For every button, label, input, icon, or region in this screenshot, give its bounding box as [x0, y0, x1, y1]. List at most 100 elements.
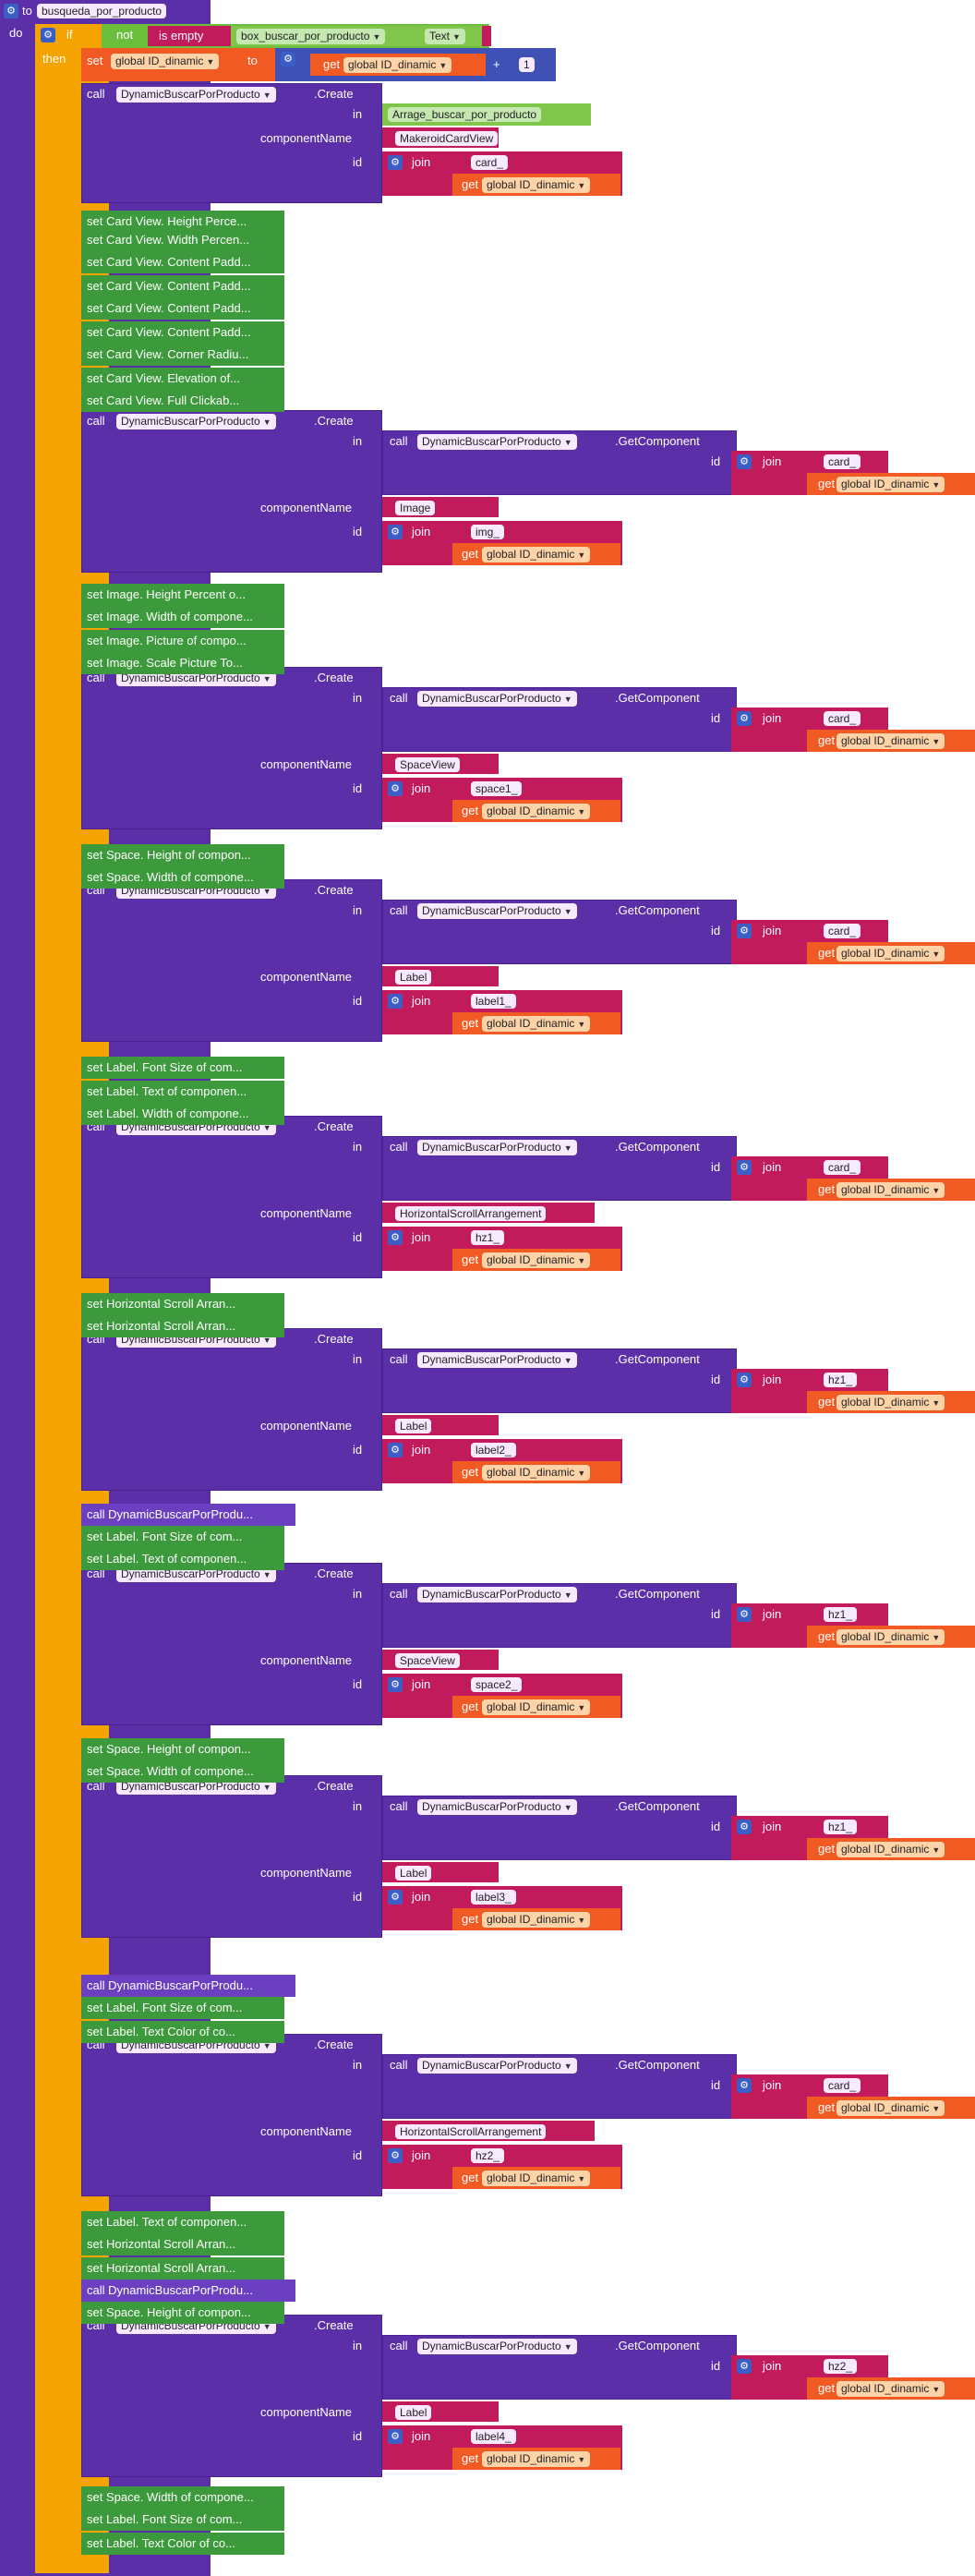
text-field[interactable]: card_ [824, 924, 861, 938]
text-field[interactable]: label2_ [471, 1443, 516, 1457]
component-name-field[interactable]: MakeroidCardView [395, 131, 499, 146]
component-dropdown[interactable]: DynamicBuscarPorProducto ▼ [417, 434, 577, 450]
text-field[interactable]: space2_ [471, 1677, 523, 1692]
get-var-dropdown[interactable]: global ID_dinamic ▼ [482, 177, 591, 193]
gear-icon[interactable]: ⚙ [41, 28, 55, 42]
component-name-field[interactable]: Label [395, 2405, 432, 2420]
gear-icon[interactable]: ⚙ [388, 2429, 403, 2444]
setter-block[interactable]: set Card View. Content Padd... [81, 275, 284, 297]
gear-icon[interactable]: ⚙ [737, 924, 752, 938]
gear-icon[interactable]: ⚙ [388, 1443, 403, 1457]
get-var-dropdown[interactable]: global ID_dinamic ▼ [482, 2171, 591, 2186]
component-dropdown[interactable]: DynamicBuscarPorProducto ▼ [417, 1799, 577, 1815]
component-name-field[interactable]: SpaceView [395, 1653, 460, 1668]
component-dropdown[interactable]: DynamicBuscarPorProducto ▼ [116, 671, 276, 686]
create-call-block[interactable] [81, 667, 382, 829]
setter-block[interactable]: set Space. Height of compon... [81, 2302, 284, 2324]
setter-block[interactable]: set Card View. Width Percen... [81, 229, 284, 251]
component-dropdown[interactable]: DynamicBuscarPorProducto ▼ [417, 1587, 577, 1602]
get-var-dropdown[interactable]: global ID_dinamic ▼ [837, 946, 945, 961]
setter-block[interactable]: set Horizontal Scroll Arran... [81, 1315, 284, 1337]
setter-block[interactable]: set Label. Text of componen... [81, 1548, 284, 1570]
create-call-block[interactable] [81, 2315, 382, 2477]
setter-block[interactable]: set Label. Font Size of com... [81, 1526, 284, 1548]
get-var-dropdown[interactable]: global ID_dinamic ▼ [482, 1912, 591, 1928]
setter-block[interactable]: set Label. Text Color of co... [81, 2533, 284, 2555]
gear-icon[interactable]: ⚙ [388, 155, 403, 170]
gear-icon[interactable]: ⚙ [737, 1607, 752, 1622]
setter-block[interactable]: set Space. Height of compon... [81, 1738, 284, 1760]
setter-block[interactable]: set Label. Font Size of com... [81, 1997, 284, 2019]
create-call-block[interactable] [81, 879, 382, 1042]
gear-icon[interactable]: ⚙ [388, 1890, 403, 1905]
text-field[interactable]: card_ [471, 155, 509, 170]
get-var-dropdown[interactable]: global ID_dinamic ▼ [482, 1252, 591, 1268]
component-name-field[interactable]: Label [395, 1866, 432, 1881]
text-field[interactable]: hz1_ [824, 1607, 858, 1622]
component-dropdown[interactable]: box_buscar_por_producto ▼ [236, 29, 386, 44]
component-dropdown[interactable]: DynamicBuscarPorProducto ▼ [417, 1140, 577, 1155]
get-var-dropdown[interactable]: global ID_dinamic ▼ [482, 547, 591, 562]
component-name-field[interactable]: Image [395, 501, 436, 515]
gear-icon[interactable]: ⚙ [281, 52, 295, 67]
get-var-dropdown[interactable]: global ID_dinamic ▼ [837, 733, 945, 749]
gear-icon[interactable]: ⚙ [4, 4, 18, 18]
component-dropdown[interactable]: DynamicBuscarPorProducto ▼ [417, 1352, 577, 1368]
component-dropdown[interactable]: DynamicBuscarPorProducto ▼ [116, 414, 276, 429]
gear-icon[interactable]: ⚙ [388, 1230, 403, 1245]
create-call-block[interactable] [81, 1775, 382, 1938]
setter-block[interactable]: set Label. Text Color of co... [81, 2021, 284, 2043]
text-field[interactable]: hz1_ [824, 1373, 858, 1387]
create-call-block[interactable] [81, 1328, 382, 1491]
setter-block[interactable]: set Image. Width of compone... [81, 606, 284, 628]
setter-block[interactable]: set Card View. Content Padd... [81, 297, 284, 320]
text-field[interactable]: hz2_ [824, 2359, 858, 2374]
get-var-dropdown[interactable]: global ID_dinamic ▼ [837, 1629, 945, 1645]
get-var-dropdown[interactable]: global ID_dinamic ▼ [837, 2100, 945, 2116]
gear-icon[interactable]: ⚙ [737, 711, 752, 726]
global-var-dropdown[interactable]: global ID_dinamic ▼ [111, 54, 220, 69]
gear-icon[interactable]: ⚙ [737, 2359, 752, 2374]
get-var-dropdown[interactable]: global ID_dinamic ▼ [837, 1395, 945, 1410]
setter-block[interactable]: set Card View. Content Padd... [81, 321, 284, 344]
text-field[interactable]: label3_ [471, 1890, 516, 1905]
setter-block[interactable]: set Horizontal Scroll Arran... [81, 1293, 284, 1315]
component-dropdown[interactable]: DynamicBuscarPorProducto ▼ [417, 691, 577, 707]
create-call-block[interactable] [81, 2034, 382, 2196]
text-field[interactable]: hz1_ [471, 1230, 505, 1245]
component-dropdown[interactable]: DynamicBuscarPorProducto ▼ [116, 1566, 276, 1582]
setter-block[interactable]: set Label. Width of compone... [81, 1103, 284, 1125]
setter-block[interactable]: set Horizontal Scroll Arran... [81, 2233, 284, 2256]
gear-icon[interactable]: ⚙ [388, 781, 403, 796]
get-var-dropdown[interactable]: global ID_dinamic ▼ [482, 1699, 591, 1715]
component-dropdown[interactable]: DynamicBuscarPorProducto ▼ [116, 87, 276, 103]
text-field[interactable]: card_ [824, 454, 861, 469]
get-var-dropdown[interactable]: global ID_dinamic ▼ [482, 2451, 591, 2467]
component-name-field[interactable]: Label [395, 1419, 432, 1433]
call-statement-block[interactable]: call DynamicBuscarPorProdu... [81, 1975, 295, 1997]
gear-icon[interactable]: ⚙ [388, 2148, 403, 2163]
gear-icon[interactable]: ⚙ [388, 525, 403, 539]
component-dropdown[interactable]: DynamicBuscarPorProducto ▼ [417, 2058, 577, 2074]
property-dropdown[interactable]: Text ▼ [425, 29, 465, 44]
setter-block[interactable]: set Image. Scale Picture To... [81, 652, 284, 674]
setter-block[interactable]: set Space. Height of compon... [81, 844, 284, 866]
get-var-dropdown[interactable]: global ID_dinamic ▼ [343, 57, 452, 73]
gear-icon[interactable]: ⚙ [737, 1820, 752, 1834]
gear-icon[interactable]: ⚙ [737, 1160, 752, 1175]
text-field[interactable]: hz1_ [824, 1820, 858, 1834]
gear-icon[interactable]: ⚙ [388, 994, 403, 1009]
text-field[interactable]: space1_ [471, 781, 523, 796]
text-field[interactable]: card_ [824, 1160, 861, 1175]
gear-icon[interactable]: ⚙ [737, 1373, 752, 1387]
setter-block[interactable]: set Card View. Corner Radiu... [81, 344, 284, 366]
setter-block[interactable]: set Label. Font Size of com... [81, 1057, 284, 1079]
create-call-block[interactable] [81, 410, 382, 573]
setter-block[interactable]: set Card View. Elevation of... [81, 368, 284, 390]
create-call-block[interactable] [81, 1116, 382, 1278]
component-name-field[interactable]: SpaceView [395, 757, 460, 772]
get-var-dropdown[interactable]: global ID_dinamic ▼ [482, 1016, 591, 1032]
gear-icon[interactable]: ⚙ [388, 1677, 403, 1692]
setter-block[interactable]: set Image. Picture of compo... [81, 630, 284, 652]
setter-block[interactable]: set Label. Font Size of com... [81, 2509, 284, 2531]
